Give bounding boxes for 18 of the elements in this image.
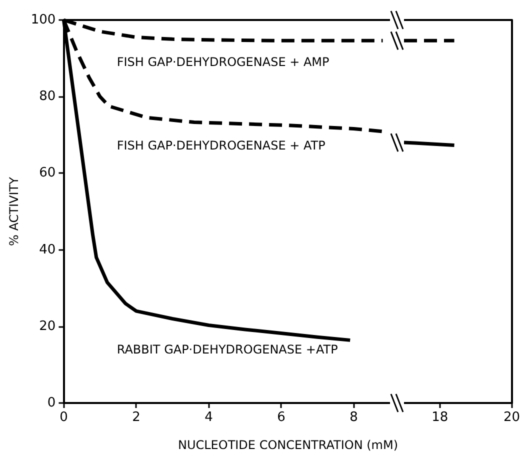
- y-tick-label: 80: [39, 89, 56, 104]
- x-tick-label: 2: [132, 410, 140, 425]
- series-label: FISH GAP·DEHYDROGENASE + AMP: [116, 55, 330, 70]
- y-tick-label: 0: [47, 396, 56, 410]
- y-tick-label: 20: [39, 318, 56, 334]
- x-axis-title: NUCLEOTIDE CONCENTRATION (mM): [178, 438, 398, 452]
- x-tick-label: 6: [277, 410, 286, 425]
- y-axis-title: % ACTIVITY: [7, 176, 21, 246]
- y-tick-label: 100: [30, 12, 56, 28]
- x-tick-label: 8: [350, 410, 358, 425]
- x-tick-label: 20: [503, 410, 520, 425]
- x-tick-label: 18: [432, 410, 448, 425]
- y-tick-label: 60: [39, 166, 56, 181]
- series-label: FISH GAP·DEHYDROGENASE + ATP: [116, 138, 326, 152]
- series-label: RABBIT GAP·DEHYDROGENASE +ATP: [116, 342, 338, 356]
- x-tick-label: 0: [60, 410, 68, 425]
- x-tick-label: 4: [204, 410, 213, 425]
- y-tick-label: 40: [39, 242, 56, 258]
